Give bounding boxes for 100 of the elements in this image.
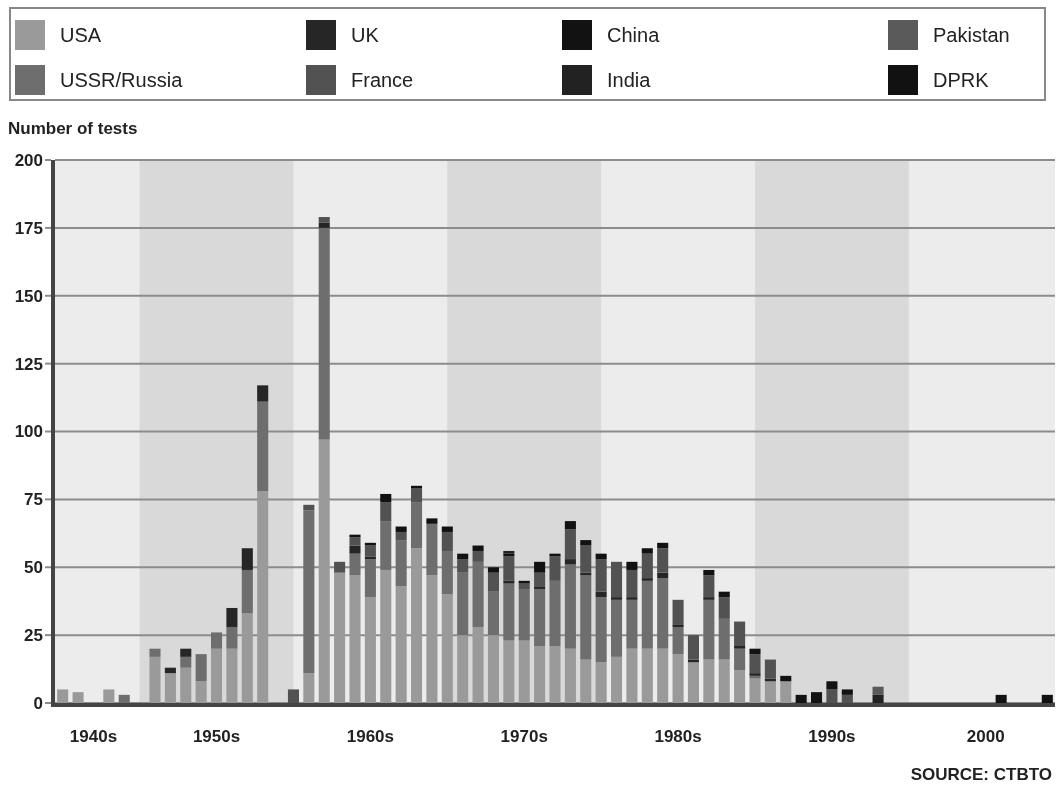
bar: [164, 673, 176, 703]
source-note: SOURCE: CTBTO: [910, 765, 1052, 784]
y-tick-label: 100: [14, 422, 43, 442]
bar: [457, 559, 469, 573]
y-tick-label: 25: [24, 626, 43, 646]
bar: [564, 529, 576, 560]
bar: [149, 656, 161, 703]
bar: [641, 548, 653, 554]
bar: [257, 401, 269, 492]
bar: [995, 694, 1007, 703]
bar: [549, 580, 561, 646]
bar: [318, 227, 330, 440]
bar: [195, 654, 207, 682]
x-tick-label: 1960s: [346, 727, 395, 746]
bar: [518, 640, 530, 703]
bar: [703, 599, 715, 660]
bar: [503, 640, 515, 703]
bar: [380, 569, 392, 703]
bar: [380, 493, 392, 503]
bar: [534, 586, 546, 589]
bar: [487, 591, 499, 636]
bar: [657, 548, 669, 573]
bar: [549, 556, 561, 581]
bar: [749, 648, 761, 655]
bar: [872, 686, 884, 695]
x-tick-label: 2000: [966, 727, 1005, 746]
bar: [457, 572, 469, 636]
bar: [472, 550, 484, 562]
bar: [687, 635, 699, 660]
bar: [734, 621, 746, 646]
bar: [795, 694, 807, 703]
bar: [318, 217, 330, 223]
bar: [364, 559, 376, 598]
bar: [180, 667, 192, 703]
bar: [380, 521, 392, 570]
bar: [364, 597, 376, 703]
legend-label: USSR/Russia: [60, 69, 184, 91]
bar: [718, 591, 730, 598]
bar: [411, 548, 423, 703]
legend-label: France: [351, 69, 414, 91]
x-tick-label: 1980s: [654, 727, 702, 746]
bar: [657, 542, 669, 549]
bar: [441, 531, 453, 551]
bar: [226, 607, 238, 627]
bar: [257, 491, 269, 703]
bar: [441, 550, 453, 595]
bar: [457, 553, 469, 560]
bar: [641, 578, 653, 581]
bar: [349, 537, 361, 546]
bar: [426, 518, 438, 524]
bar: [703, 569, 715, 576]
bar: [472, 626, 484, 703]
bar: [180, 648, 192, 657]
bar: [395, 531, 407, 541]
bar: [811, 692, 823, 703]
bar: [364, 556, 376, 560]
bar: [611, 597, 623, 600]
bar: [411, 488, 423, 503]
bar: [595, 597, 607, 663]
bar: [395, 526, 407, 532]
bar: [872, 694, 884, 703]
bar: [349, 545, 361, 554]
bar: [426, 523, 438, 576]
legend-label: China: [607, 24, 661, 46]
y-tick-label: 50: [24, 558, 43, 578]
bar: [364, 545, 376, 557]
bar: [211, 632, 223, 649]
bar: [503, 583, 515, 641]
bar: [749, 678, 761, 703]
x-tick-label: 1990s: [808, 727, 856, 746]
bar: [411, 502, 423, 549]
bar: [503, 556, 515, 581]
bar: [441, 526, 453, 532]
y-tick-label: 150: [14, 286, 43, 306]
bar: [626, 561, 638, 570]
bar: [241, 548, 253, 570]
bar: [334, 561, 346, 573]
bar: [457, 635, 469, 703]
bar: [641, 580, 653, 649]
bar: [518, 583, 530, 589]
bar: [672, 624, 684, 627]
bar: [349, 575, 361, 703]
bar: [703, 659, 715, 703]
bar: [672, 599, 684, 625]
bar: [780, 675, 792, 682]
bar: [826, 681, 838, 690]
bar: [487, 572, 499, 592]
bar: [595, 591, 607, 598]
y-axis-title: Number of tests: [8, 119, 138, 138]
bar: [718, 618, 730, 660]
bar: [626, 569, 638, 598]
bar: [72, 692, 84, 703]
bar: [703, 575, 715, 598]
y-tick-label: 125: [14, 354, 43, 374]
legend-label: DPRK: [933, 69, 990, 91]
bar: [534, 645, 546, 703]
bar: [411, 485, 423, 489]
bar: [472, 545, 484, 551]
bar: [826, 689, 838, 703]
bar: [626, 599, 638, 649]
